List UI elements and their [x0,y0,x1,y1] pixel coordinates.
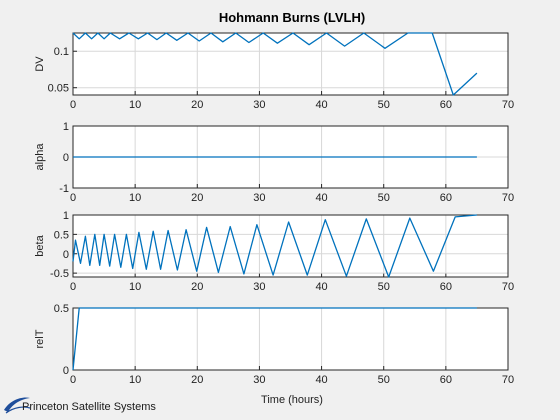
subplot-1: 0 10 20 30 40 50 60 70 0.05 0.1 DV [34,33,514,111]
x-tick-label: 30 [253,192,265,204]
x-tick-label: 60 [440,192,452,204]
plot-area [73,308,508,370]
x-tick-label: 20 [191,281,203,293]
y-tick-label: 1 [63,210,69,222]
y-tick-label: 0 [63,249,69,261]
x-tick-label: 0 [70,374,76,386]
y-tick-label: 0.1 [54,46,69,58]
x-tick-label: 20 [191,374,203,386]
x-tick-label: 30 [253,99,265,111]
company-logo: Princeton Satellite Systems [2,390,162,418]
y-tick-label: 0.5 [54,229,69,241]
x-tick-label: 60 [440,281,452,293]
y-axis-label: beta [34,234,46,256]
y-tick-label: -0.5 [50,268,69,280]
x-tick-label: 30 [253,281,265,293]
x-tick-label: 40 [315,192,327,204]
x-tick-label: 50 [378,192,390,204]
plot-area [73,215,508,277]
x-tick-label: 70 [502,374,514,386]
x-tick-label: 30 [253,374,265,386]
figure-title: Hohmann Burns (LVLH) [219,10,365,25]
y-tick-label: 0.5 [54,303,69,315]
x-tick-label: 0 [70,99,76,111]
y-tick-label: 0 [63,152,69,164]
x-tick-label: 10 [129,99,141,111]
x-tick-label: 60 [440,99,452,111]
x-tick-label: 50 [378,374,390,386]
x-tick-label: 0 [70,192,76,204]
x-tick-label: 40 [315,99,327,111]
x-tick-label: 10 [129,374,141,386]
x-tick-label: 40 [315,281,327,293]
y-tick-label: 0.05 [48,83,69,95]
subplot-4: 0 10 20 30 40 50 60 70 0 0.5 relT [34,303,514,386]
x-tick-label: 0 [70,281,76,293]
x-tick-label: 40 [315,374,327,386]
x-axis-label: Time (hours) [261,394,323,406]
x-tick-label: 70 [502,99,514,111]
y-tick-label: 1 [63,121,69,133]
y-axis-label: DV [34,56,46,72]
x-tick-label: 70 [502,192,514,204]
x-tick-label: 50 [378,99,390,111]
x-tick-label: 20 [191,192,203,204]
x-tick-label: 50 [378,281,390,293]
y-axis-label: alpha [34,143,46,171]
y-tick-label: -1 [59,183,69,195]
x-tick-label: 70 [502,281,514,293]
x-tick-label: 10 [129,281,141,293]
x-tick-label: 10 [129,192,141,204]
logo-text: Princeton Satellite Systems [22,401,156,413]
y-axis-label: relT [34,329,46,348]
x-tick-label: 60 [440,374,452,386]
y-tick-label: 0 [63,365,69,377]
x-tick-label: 20 [191,99,203,111]
